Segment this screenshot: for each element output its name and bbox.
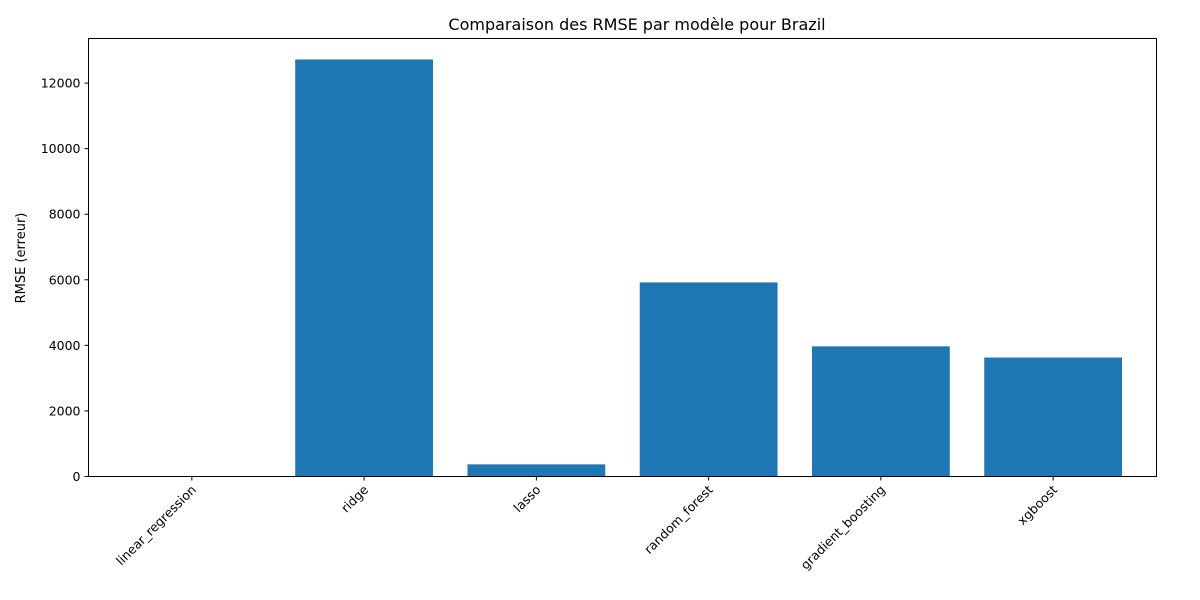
bar-xgboost bbox=[984, 357, 1123, 477]
x-axis-ticks: linear_regression ridge lasso random_forest… bbox=[113, 476, 1060, 572]
y-tick-label: 0 bbox=[73, 469, 81, 484]
x-tick-label: linear_regression bbox=[113, 482, 199, 568]
y-tick-label: 8000 bbox=[49, 207, 81, 222]
bar-gradient-boosting bbox=[811, 346, 950, 477]
bar-ridge bbox=[295, 59, 434, 477]
plot-frame bbox=[88, 38, 1157, 477]
y-tick-label: 6000 bbox=[49, 272, 81, 287]
x-tick-label: ridge bbox=[338, 482, 372, 516]
y-axis-label: RMSE (erreur) bbox=[14, 213, 29, 304]
y-axis-ticks: 0 2000 4000 6000 8000 10000 12000 bbox=[41, 76, 89, 484]
y-tick-label: 12000 bbox=[41, 76, 81, 91]
bar-random-forest bbox=[639, 282, 778, 477]
bars-group bbox=[122, 59, 1123, 477]
y-tick-label: 10000 bbox=[41, 141, 81, 156]
x-tick-label: random_forest bbox=[641, 482, 716, 557]
x-tick-label: xgboost bbox=[1014, 482, 1060, 528]
x-tick-label: gradient_boosting bbox=[798, 482, 888, 572]
x-tick-label: lasso bbox=[510, 482, 543, 515]
y-tick-label: 2000 bbox=[49, 403, 81, 418]
chart-title: Comparaison des RMSE par modèle pour Bra… bbox=[448, 15, 825, 34]
y-tick-label: 4000 bbox=[49, 338, 81, 353]
bar-lasso bbox=[467, 464, 606, 477]
